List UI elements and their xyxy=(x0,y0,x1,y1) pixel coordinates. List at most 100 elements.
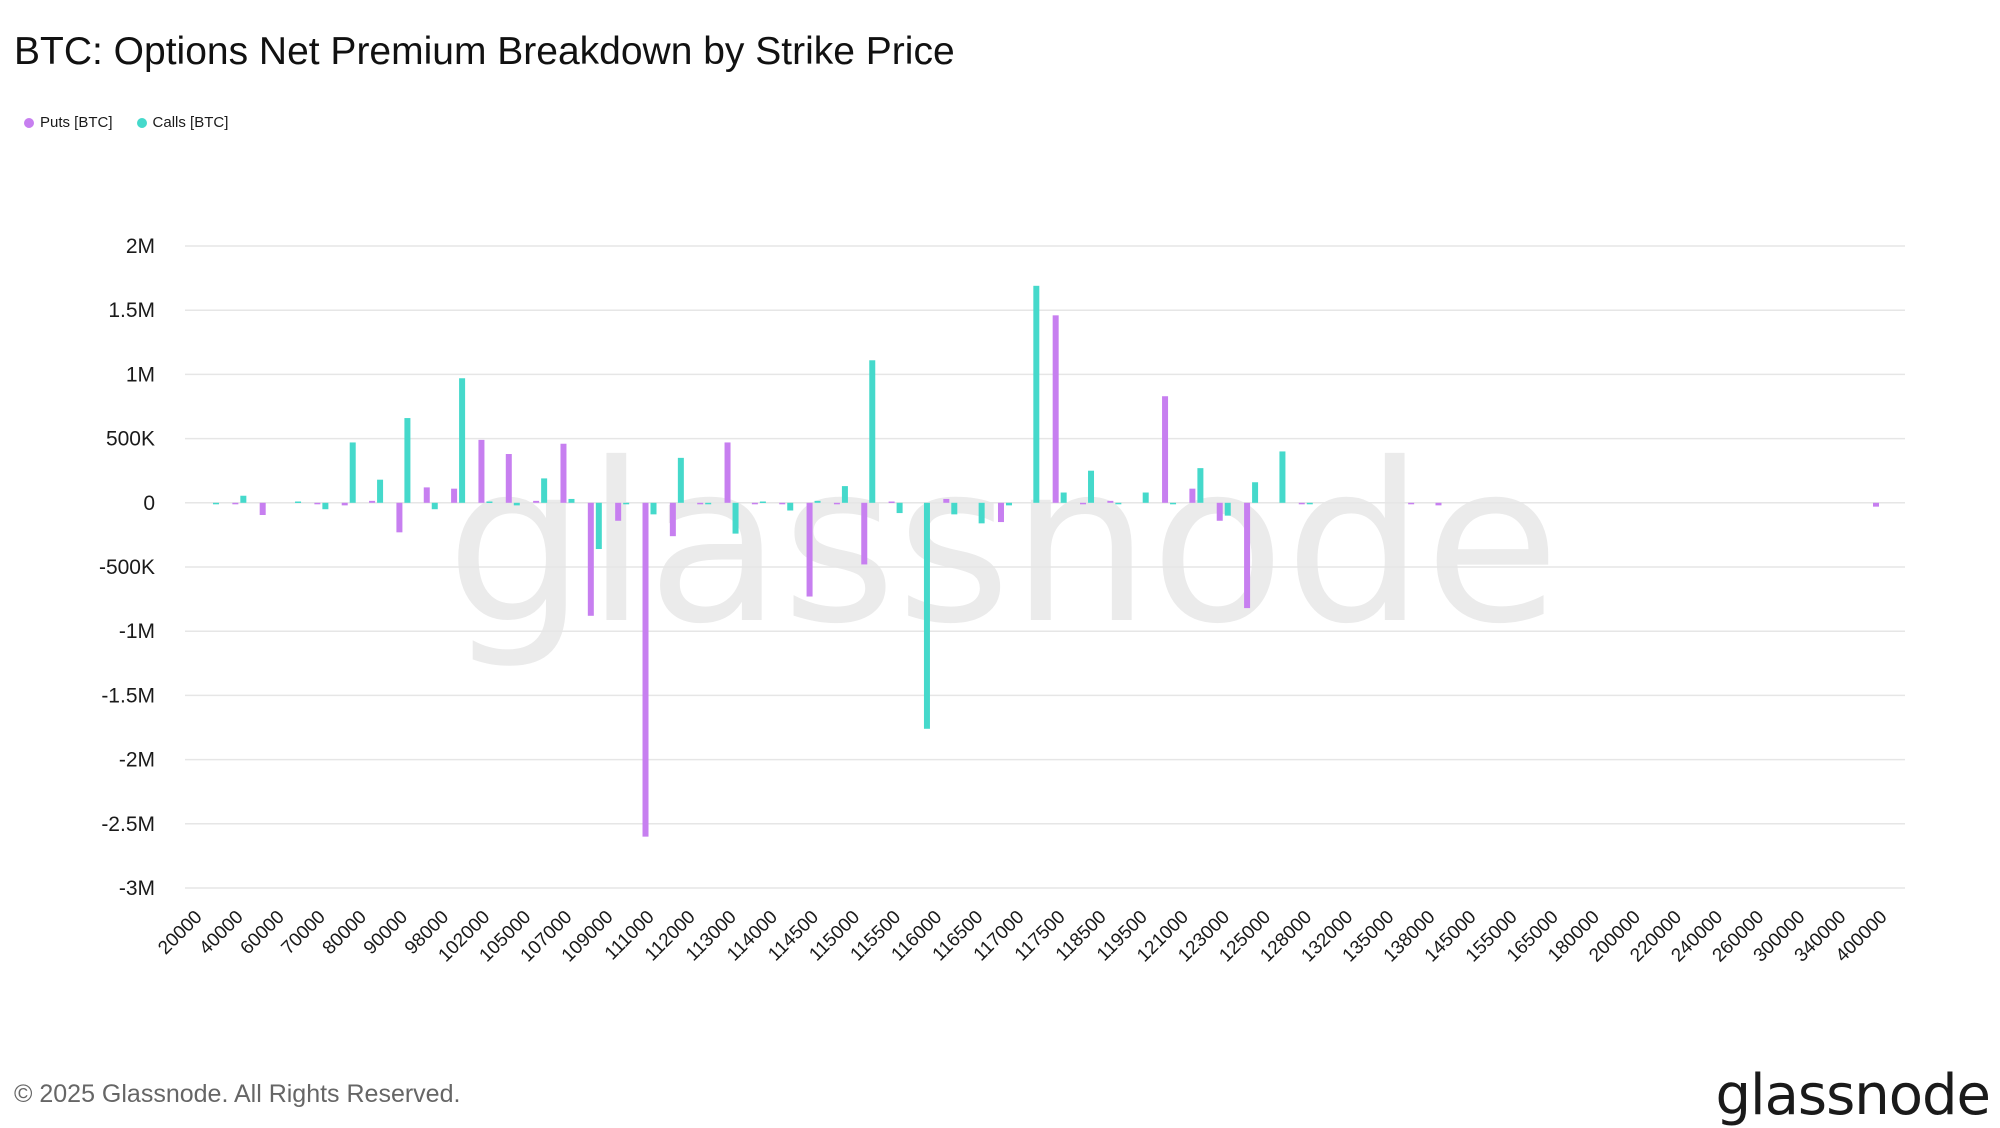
y-tick-label: -1M xyxy=(119,620,155,643)
glassnode-logo[interactable]: glassnode xyxy=(1715,1063,1991,1128)
calls-bar[interactable] xyxy=(431,502,438,510)
x-tick-label: 60000 xyxy=(237,907,289,959)
calls-bar[interactable] xyxy=(513,502,520,506)
puts-bar[interactable] xyxy=(1107,500,1114,503)
puts-bar[interactable] xyxy=(560,443,567,503)
puts-bar[interactable] xyxy=(1189,488,1196,503)
calls-bar[interactable] xyxy=(1279,451,1286,503)
calls-bar[interactable] xyxy=(623,502,630,505)
puts-bar[interactable] xyxy=(943,498,950,503)
puts-bar[interactable] xyxy=(423,487,430,503)
calls-bar[interactable] xyxy=(459,378,466,503)
y-tick-label: -2.5M xyxy=(101,813,155,836)
calls-bar[interactable] xyxy=(896,502,903,514)
puts-bar[interactable] xyxy=(669,502,676,537)
legend: Puts [BTC] Calls [BTC] xyxy=(24,114,228,131)
calls-bar[interactable] xyxy=(240,495,247,503)
puts-bar[interactable] xyxy=(779,502,786,505)
calls-bar[interactable] xyxy=(732,502,739,534)
y-tick-label: 1.5M xyxy=(108,299,155,322)
calls-bar[interactable] xyxy=(1115,502,1122,505)
calls-bar[interactable] xyxy=(1170,502,1177,505)
calls-bar[interactable] xyxy=(787,502,794,511)
calls-bar[interactable] xyxy=(1224,502,1231,516)
y-tick-label: -2M xyxy=(119,749,155,772)
puts-bar[interactable] xyxy=(1873,502,1879,507)
y-tick-label: -1.5M xyxy=(101,684,155,707)
puts-bar[interactable] xyxy=(232,502,239,505)
puts-bar[interactable] xyxy=(1408,502,1415,505)
puts-bar[interactable] xyxy=(505,454,512,503)
puts-bar[interactable] xyxy=(806,502,813,597)
calls-bar[interactable] xyxy=(377,479,384,503)
puts-bar[interactable] xyxy=(1298,502,1305,505)
calls-bar[interactable] xyxy=(295,501,302,504)
puts-bar[interactable] xyxy=(259,502,266,515)
puts-bar[interactable] xyxy=(861,502,868,565)
puts-bar[interactable] xyxy=(615,502,622,521)
x-tick-label: 70000 xyxy=(278,907,330,959)
calls-bar[interactable] xyxy=(349,442,356,503)
calls-bar[interactable] xyxy=(677,457,684,503)
calls-bar[interactable] xyxy=(869,360,876,503)
puts-bar[interactable] xyxy=(1435,502,1442,506)
puts-bar[interactable] xyxy=(997,502,1004,523)
chart-title: BTC: Options Net Premium Breakdown by St… xyxy=(14,30,955,73)
calls-bar[interactable] xyxy=(1033,285,1040,503)
calls-bar[interactable] xyxy=(1005,502,1012,506)
calls-bar[interactable] xyxy=(1142,492,1149,503)
puts-bar[interactable] xyxy=(1216,502,1223,521)
puts-bar[interactable] xyxy=(1244,502,1251,609)
calls-bar[interactable] xyxy=(568,498,575,503)
calls-bar[interactable] xyxy=(1197,468,1204,503)
puts-legend-label: Puts [BTC] xyxy=(40,114,113,131)
puts-bar[interactable] xyxy=(697,502,704,505)
legend-item-calls[interactable]: Calls [BTC] xyxy=(136,114,229,131)
calls-legend-swatch xyxy=(136,117,147,128)
calls-bar[interactable] xyxy=(814,500,821,503)
puts-bar[interactable] xyxy=(1052,315,1059,503)
puts-bar[interactable] xyxy=(341,502,348,506)
calls-bar[interactable] xyxy=(650,502,657,515)
y-axis-labels: 2M 1.5M 1M 500K 0 -500K -1M -1.5M -2M -2.5M -3M xyxy=(99,235,155,900)
puts-bar[interactable] xyxy=(833,502,840,505)
calls-bar[interactable] xyxy=(951,502,958,515)
calls-bar[interactable] xyxy=(1306,502,1313,505)
puts-bar[interactable] xyxy=(478,439,485,503)
calls-legend-label: Calls [BTC] xyxy=(152,114,229,131)
calls-bar[interactable] xyxy=(841,486,848,503)
calls-bar[interactable] xyxy=(759,501,766,504)
puts-bar[interactable] xyxy=(451,488,458,503)
calls-bar[interactable] xyxy=(322,502,329,510)
puts-bar[interactable] xyxy=(587,502,594,616)
calls-bar[interactable] xyxy=(978,502,985,524)
puts-bar[interactable] xyxy=(1162,396,1169,503)
puts-bar[interactable] xyxy=(369,500,376,503)
x-tick-label: 80000 xyxy=(319,907,371,959)
puts-bar[interactable] xyxy=(314,502,321,505)
puts-bar[interactable] xyxy=(533,500,540,503)
calls-bar[interactable] xyxy=(705,502,712,505)
x-tick-label: 40000 xyxy=(195,907,247,959)
puts-bar[interactable] xyxy=(642,502,649,837)
calls-bar[interactable] xyxy=(595,502,602,550)
calls-bar[interactable] xyxy=(213,502,219,505)
calls-bar[interactable] xyxy=(541,478,548,503)
y-tick-label: -3M xyxy=(119,877,155,900)
grid-lines xyxy=(185,245,1905,889)
calls-bar[interactable] xyxy=(486,501,493,504)
copyright-footer: © 2025 Glassnode. All Rights Reserved. xyxy=(14,1080,461,1108)
puts-bar[interactable] xyxy=(396,502,403,533)
calls-bar[interactable] xyxy=(1088,470,1095,503)
puts-bar[interactable] xyxy=(724,442,731,503)
puts-bar[interactable] xyxy=(1080,502,1087,505)
calls-bar[interactable] xyxy=(1252,482,1259,503)
legend-item-puts[interactable]: Puts [BTC] xyxy=(24,114,113,131)
puts-bar[interactable] xyxy=(751,502,758,505)
calls-bar[interactable] xyxy=(923,502,930,729)
calls-bar[interactable] xyxy=(404,418,411,503)
calls-bar[interactable] xyxy=(1060,492,1067,503)
y-tick-label: 2M xyxy=(126,235,155,258)
puts-bar[interactable] xyxy=(888,501,895,504)
x-tick-label: 20000 xyxy=(154,907,206,959)
